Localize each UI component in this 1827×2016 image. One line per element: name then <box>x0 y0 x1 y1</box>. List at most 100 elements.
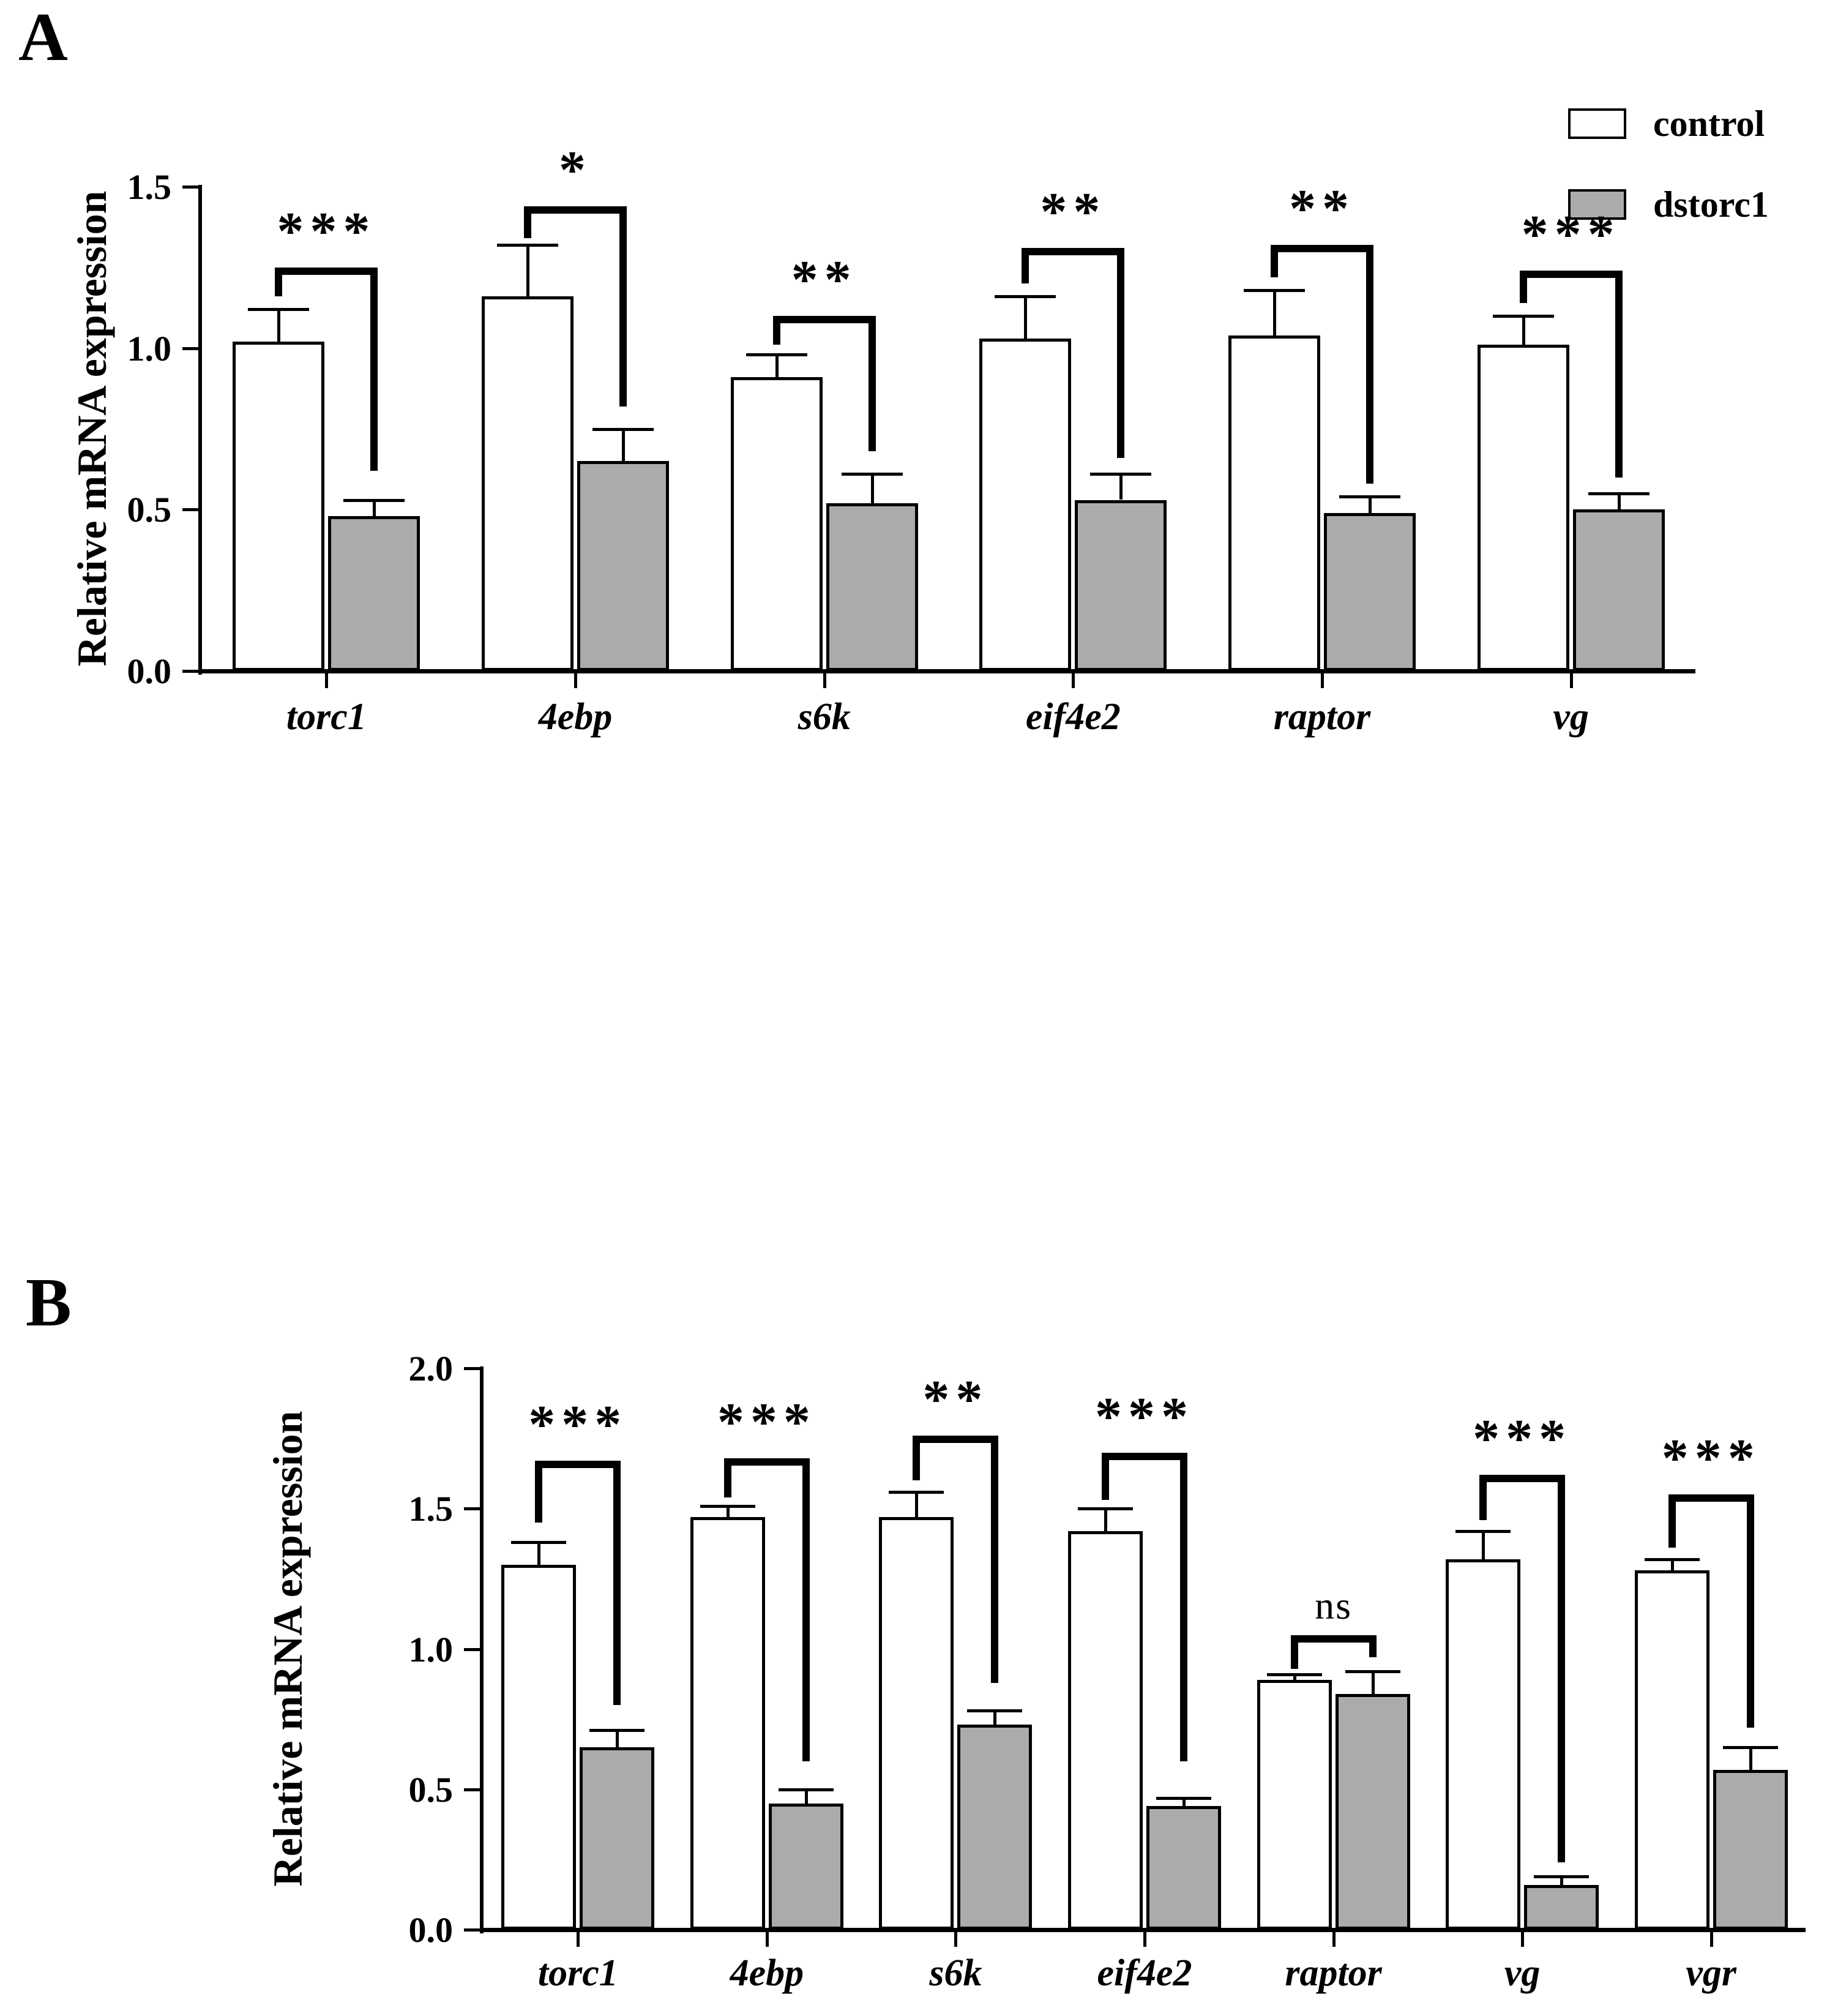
bar-dstorc1-torc1 <box>580 1747 655 1930</box>
x-tick-label-vg: vg <box>1553 696 1589 738</box>
sig-bracket-top-vg <box>1519 271 1623 279</box>
y-tick-label: 1.0 <box>127 328 172 369</box>
sig-bracket-top-raptor <box>1271 244 1373 252</box>
error-bar-dstorc1-vg <box>1560 1876 1564 1885</box>
error-bar-dstorc1-raptor <box>1371 1671 1375 1694</box>
significance-label-vgr: *** <box>1661 1429 1761 1489</box>
error-bar-cap-control-eif4e2 <box>995 295 1056 299</box>
bar-control-torc1 <box>233 342 325 671</box>
significance-label-s6k: ** <box>922 1370 989 1430</box>
sig-bracket-right-eif4e2 <box>1180 1452 1187 1761</box>
bar-control-torc1 <box>501 1564 577 1930</box>
error-bar-cap-control-vg <box>1492 314 1554 318</box>
sig-bracket-right-torc1 <box>613 1461 621 1706</box>
error-bar-cap-dstorc1-4ebp <box>778 1788 834 1791</box>
error-bar-cap-control-4ebp <box>700 1504 755 1508</box>
significance-label-raptor: ** <box>1289 179 1355 239</box>
bar-dstorc1-4ebp <box>768 1803 843 1930</box>
significance-label-raptor: ns <box>1315 1583 1353 1627</box>
bar-control-s6k <box>730 377 823 671</box>
error-bar-dstorc1-4ebp <box>804 1789 808 1804</box>
error-bar-control-4ebp <box>526 244 529 297</box>
x-axis-line <box>198 669 1695 673</box>
panel-b-letter: B <box>26 1265 72 1341</box>
sig-bracket-right-s6k <box>991 1436 999 1683</box>
error-bar-control-eif4e2 <box>1024 296 1028 339</box>
error-bar-cap-control-torc1 <box>248 308 310 312</box>
y-axis-line <box>198 185 202 675</box>
x-tick-label-raptor: raptor <box>1273 696 1371 738</box>
bar-control-raptor <box>1228 335 1320 671</box>
error-bar-cap-control-raptor <box>1266 1673 1322 1676</box>
y-tick-label: 1.0 <box>408 1629 454 1669</box>
error-bar-cap-control-4ebp <box>497 243 558 247</box>
sig-bracket-left-raptor <box>1271 244 1278 277</box>
y-tick-label: 1.5 <box>127 167 172 207</box>
error-bar-dstorc1-4ebp <box>622 429 625 462</box>
error-bar-dstorc1-torc1 <box>616 1730 619 1747</box>
significance-label-eif4e2: ** <box>1040 182 1107 242</box>
sig-bracket-right-s6k <box>868 315 876 452</box>
significance-label-4ebp: *** <box>717 1392 816 1452</box>
x-tick-label-torc1: torc1 <box>286 696 367 738</box>
x-axis-tick <box>325 673 329 688</box>
sig-bracket-left-raptor <box>1290 1635 1298 1669</box>
sig-bracket-left-4ebp <box>723 1458 731 1497</box>
x-axis-tick <box>823 673 826 688</box>
sig-bracket-right-4ebp <box>619 206 627 407</box>
sig-bracket-top-4ebp <box>723 1458 810 1466</box>
significance-label-vg: *** <box>1521 205 1621 265</box>
y-tick-label: 2.0 <box>408 1349 454 1388</box>
significance-label-4ebp: * <box>559 140 592 200</box>
x-tick-label-4ebp: 4ebp <box>538 696 613 738</box>
error-bar-control-raptor <box>1273 290 1276 335</box>
bar-control-s6k <box>879 1517 954 1930</box>
x-axis-tick <box>1332 1932 1336 1947</box>
x-tick-label-4ebp: 4ebp <box>730 1952 804 1994</box>
x-tick-label-raptor: raptor <box>1285 1952 1382 1994</box>
x-axis-tick <box>1143 1932 1146 1947</box>
y-axis-tick <box>182 347 198 350</box>
legend: control dstorc1 <box>1568 105 1769 223</box>
sig-bracket-right-vg <box>1558 1475 1566 1862</box>
error-bar-control-torc1 <box>277 309 281 342</box>
sig-bracket-right-raptor <box>1369 1635 1377 1658</box>
sig-bracket-right-vgr <box>1746 1494 1754 1728</box>
error-bar-cap-control-raptor <box>1244 288 1305 292</box>
error-bar-dstorc1-vg <box>1617 493 1621 510</box>
x-tick-label-vg: vg <box>1504 1952 1541 1994</box>
error-bar-cap-dstorc1-vg <box>1588 492 1650 495</box>
y-axis-tick <box>182 508 198 512</box>
x-tick-label-s6k: s6k <box>929 1952 982 1994</box>
sig-bracket-left-4ebp <box>524 206 531 239</box>
sig-bracket-right-raptor <box>1366 244 1373 484</box>
y-axis-tick <box>182 670 198 673</box>
x-axis-tick <box>1709 1932 1713 1947</box>
error-bar-cap-control-eif4e2 <box>1078 1507 1133 1511</box>
error-bar-control-eif4e2 <box>1104 1508 1107 1531</box>
y-tick-label: 0.0 <box>408 1910 454 1950</box>
y-tick-label: 1.5 <box>408 1489 454 1529</box>
bar-dstorc1-4ebp <box>577 461 669 671</box>
error-bar-cap-dstorc1-s6k <box>841 473 903 476</box>
x-tick-label-eif4e2: eif4e2 <box>1025 696 1121 738</box>
x-axis-tick <box>574 673 577 688</box>
bar-dstorc1-vg <box>1572 509 1665 671</box>
significance-label-vg: *** <box>1473 1409 1572 1469</box>
panel-a-letter: A <box>18 0 68 75</box>
sig-bracket-top-raptor <box>1290 1635 1377 1643</box>
x-axis-tick <box>577 1932 580 1947</box>
sig-bracket-left-torc1 <box>535 1461 543 1523</box>
error-bar-cap-control-s6k <box>889 1490 944 1494</box>
sig-bracket-right-4ebp <box>802 1458 810 1761</box>
x-tick-label-eif4e2: eif4e2 <box>1097 1952 1192 1994</box>
sig-bracket-left-eif4e2 <box>1102 1452 1109 1501</box>
error-bar-cap-control-vgr <box>1644 1557 1700 1561</box>
y-axis-tick <box>464 1928 480 1932</box>
x-axis-tick <box>1072 673 1075 688</box>
bar-dstorc1-s6k <box>957 1725 1033 1930</box>
error-bar-dstorc1-eif4e2 <box>1183 1797 1186 1807</box>
error-bar-dstorc1-vgr <box>1749 1747 1752 1770</box>
error-bar-cap-dstorc1-torc1 <box>343 498 405 502</box>
